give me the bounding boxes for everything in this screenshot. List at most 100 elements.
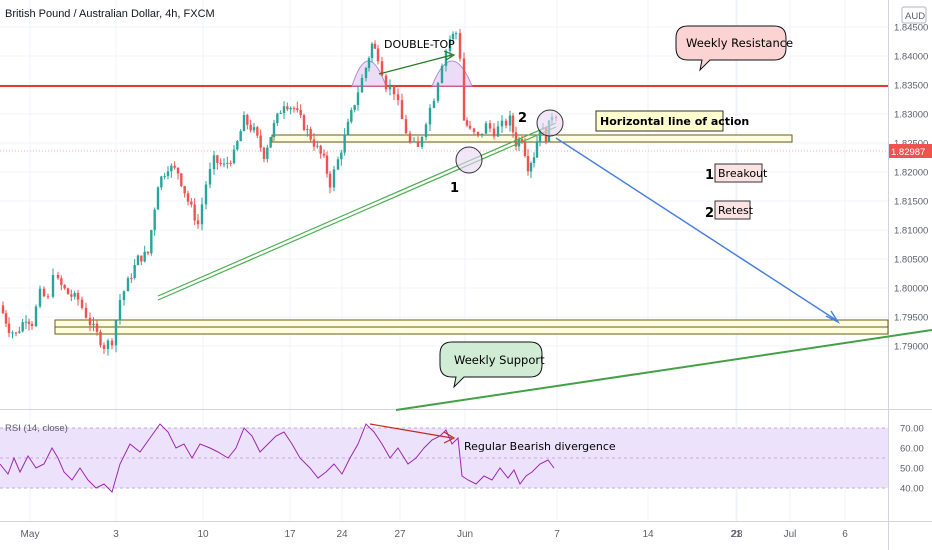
- candle-body: [140, 256, 142, 262]
- candle-body: [497, 126, 499, 136]
- candle-body: [309, 129, 311, 139]
- x-tick-label: 7: [554, 529, 560, 540]
- candle-body: [256, 127, 258, 136]
- candle-body: [233, 149, 235, 163]
- candle-body: [485, 123, 487, 133]
- candle-body: [25, 322, 27, 323]
- y-tick-label: 1.81500: [894, 197, 928, 208]
- rsi-title: RSI (14, close): [5, 423, 68, 434]
- y-tick-label: 1.79000: [894, 342, 928, 353]
- candle-body: [96, 324, 98, 332]
- candle-body: [239, 131, 241, 141]
- candle-body: [481, 134, 483, 135]
- breakout-number: 1: [450, 181, 459, 196]
- candle-body: [28, 322, 30, 324]
- candle-body: [137, 256, 139, 266]
- retest-number: 2: [518, 111, 527, 126]
- candle-body: [219, 163, 221, 164]
- candle-body: [157, 187, 159, 209]
- candle-body: [187, 193, 189, 201]
- x-tick-label: Jun: [457, 529, 473, 540]
- candle-body: [397, 94, 399, 100]
- candle-body: [385, 76, 387, 90]
- candle-body: [216, 155, 218, 163]
- candle-body: [477, 132, 479, 135]
- candle-body: [455, 33, 457, 34]
- support-zone-lower: [55, 327, 888, 334]
- line-of-action-label: Horizontal line of action: [600, 115, 749, 128]
- candle-body: [246, 115, 248, 125]
- candle-body: [512, 116, 514, 133]
- y-tick-label: 1.82000: [894, 168, 928, 179]
- candle-body: [401, 100, 403, 119]
- candle-body: [459, 33, 461, 58]
- candle-body: [226, 163, 228, 164]
- candle-body: [283, 106, 285, 113]
- candle-body: [111, 341, 113, 346]
- candle-body: [313, 140, 315, 147]
- candle-body: [276, 114, 278, 123]
- candle-body: [493, 129, 495, 137]
- candle-body: [377, 49, 379, 62]
- candle-body: [289, 108, 291, 109]
- candle-body: [170, 166, 172, 172]
- candle-body: [263, 148, 265, 159]
- candle-body: [21, 322, 23, 331]
- candle-body: [286, 106, 288, 109]
- candle-body: [190, 202, 192, 205]
- candle-body: [153, 210, 155, 231]
- candle-body: [413, 141, 415, 142]
- candle-body: [119, 300, 121, 320]
- candle-body: [368, 58, 370, 68]
- candle-body: [8, 324, 10, 333]
- x-tick-label: 17: [284, 529, 296, 540]
- candle-body: [524, 141, 526, 156]
- candle-body: [63, 285, 65, 288]
- candle-body: [343, 135, 345, 153]
- candle-body: [365, 68, 367, 78]
- candle-body: [57, 275, 59, 278]
- candle-body: [160, 177, 162, 188]
- candle-body: [425, 124, 427, 137]
- candle-body: [5, 313, 7, 323]
- candle-body: [73, 293, 75, 297]
- candle-body: [374, 44, 376, 49]
- x-tick-label: 10: [197, 529, 209, 540]
- candle-body: [445, 51, 447, 66]
- candle-body: [81, 300, 83, 308]
- candle-body: [243, 115, 245, 131]
- candle-body: [266, 148, 268, 159]
- breakout-circle: [456, 147, 482, 173]
- retest-circle: [537, 110, 563, 136]
- x-tick-label: 24: [336, 529, 348, 540]
- rsi-tick-label: 40.00: [900, 484, 924, 495]
- legend-number-2: 2: [705, 206, 714, 221]
- candle-body: [47, 296, 49, 297]
- x-tick-label: Jul: [784, 529, 797, 540]
- y-tick-label: 1.83000: [894, 110, 928, 121]
- candle-body: [489, 123, 491, 128]
- candle-body: [405, 119, 407, 133]
- candle-body: [409, 133, 411, 141]
- x-tick-label: 6: [842, 529, 848, 540]
- breakout-label: Breakout: [718, 167, 768, 180]
- y-tick-label: 1.79500: [894, 313, 928, 324]
- candle-body: [530, 163, 532, 171]
- candle-body: [347, 122, 349, 135]
- x-tick-label: May: [21, 529, 40, 540]
- candle-body: [92, 324, 94, 325]
- candle-body: [303, 115, 305, 130]
- x-tick-label: 28: [731, 529, 743, 540]
- candle-body: [466, 120, 468, 125]
- candle-body: [167, 171, 169, 176]
- y-tick-label: 1.80000: [894, 284, 928, 295]
- y-tick-label: 1.83500: [894, 81, 928, 92]
- candle-body: [213, 155, 215, 169]
- candle-body: [115, 321, 117, 346]
- x-tick-label: 3: [113, 529, 119, 540]
- candle-body: [389, 86, 391, 89]
- candle-body: [417, 141, 419, 147]
- divergence-label: Regular Bearish divergence: [464, 440, 616, 453]
- last-price-label: 1.82987: [891, 147, 925, 158]
